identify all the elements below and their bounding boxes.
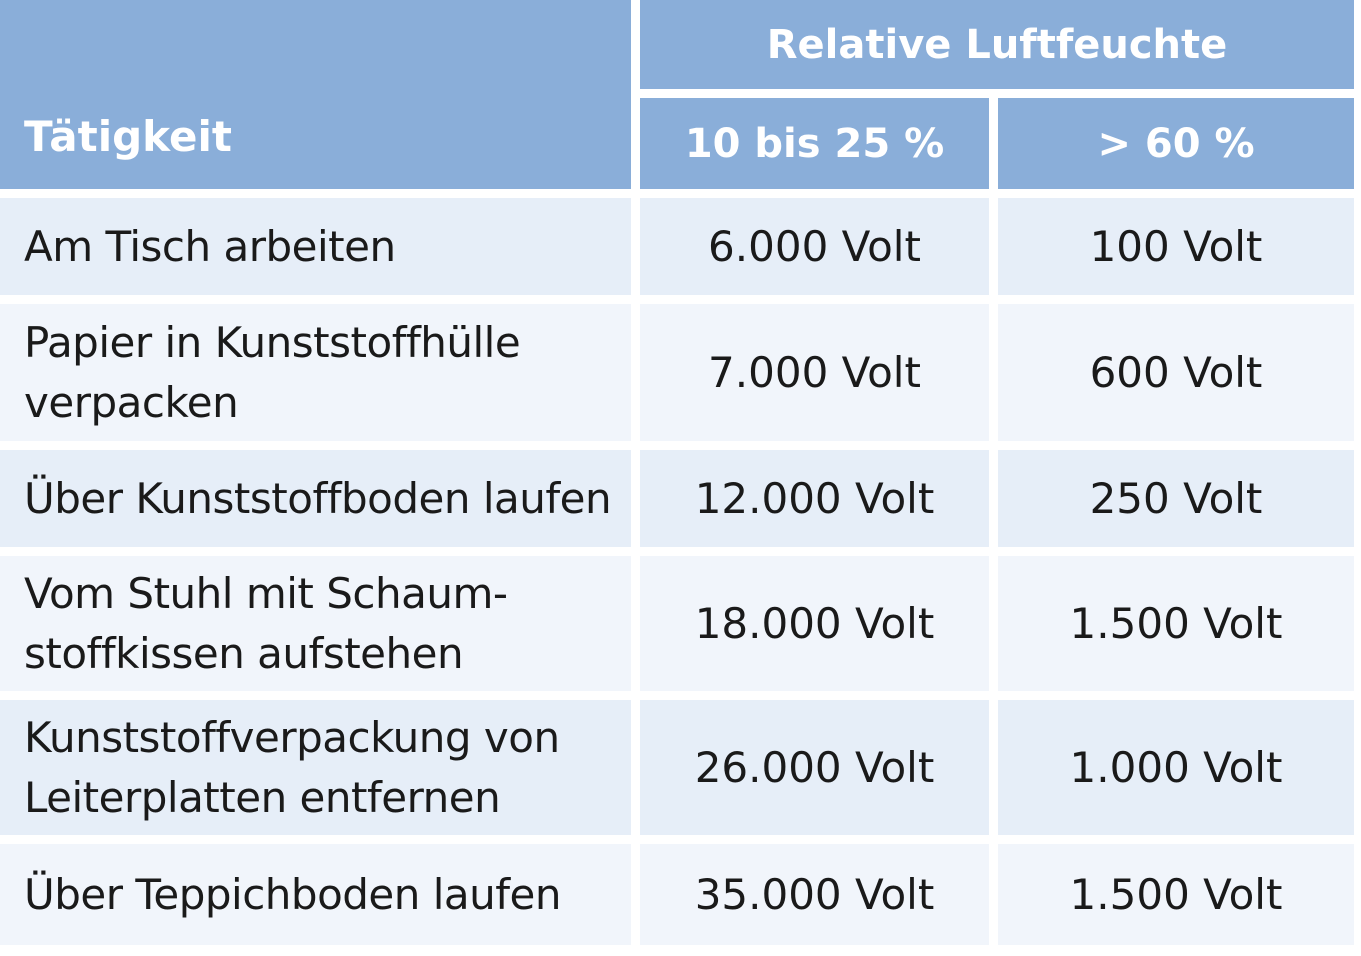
header-column-high: > 60 %	[998, 98, 1354, 189]
row-4-activity: Vom Stuhl mit Schaum-stoffkissen aufsteh…	[0, 556, 631, 691]
row-6-activity: Über Teppichboden laufen	[0, 844, 631, 945]
row-2-low-humidity: 7.000 Volt	[640, 304, 989, 441]
row-5-activity: Kunststoffverpackung von Leiterplatten e…	[0, 700, 631, 835]
row-6-low-humidity: 35.000 Volt	[640, 844, 989, 945]
row-1-low-humidity: 6.000 Volt	[640, 198, 989, 295]
row-1-activity: Am Tisch arbeiten	[0, 198, 631, 295]
row-2-high-humidity: 600 Volt	[998, 304, 1354, 441]
row-3-activity: Über Kunststoffboden laufen	[0, 450, 631, 547]
row-4-high-humidity: 1.500 Volt	[998, 556, 1354, 691]
row-6-high-humidity: 1.500 Volt	[998, 844, 1354, 945]
header-column-low: 10 bis 25 %	[640, 98, 989, 189]
header-humidity-group: Relative Luftfeuchte	[640, 0, 1354, 89]
header-activity: Tätigkeit	[0, 0, 631, 189]
row-4-low-humidity: 18.000 Volt	[640, 556, 989, 691]
row-5-high-humidity: 1.000 Volt	[998, 700, 1354, 835]
row-5-low-humidity: 26.000 Volt	[640, 700, 989, 835]
row-1-high-humidity: 100 Volt	[998, 198, 1354, 295]
row-3-high-humidity: 250 Volt	[998, 450, 1354, 547]
row-2-activity: Papier in Kunststoffhülle verpacken	[0, 304, 631, 441]
row-3-low-humidity: 12.000 Volt	[640, 450, 989, 547]
